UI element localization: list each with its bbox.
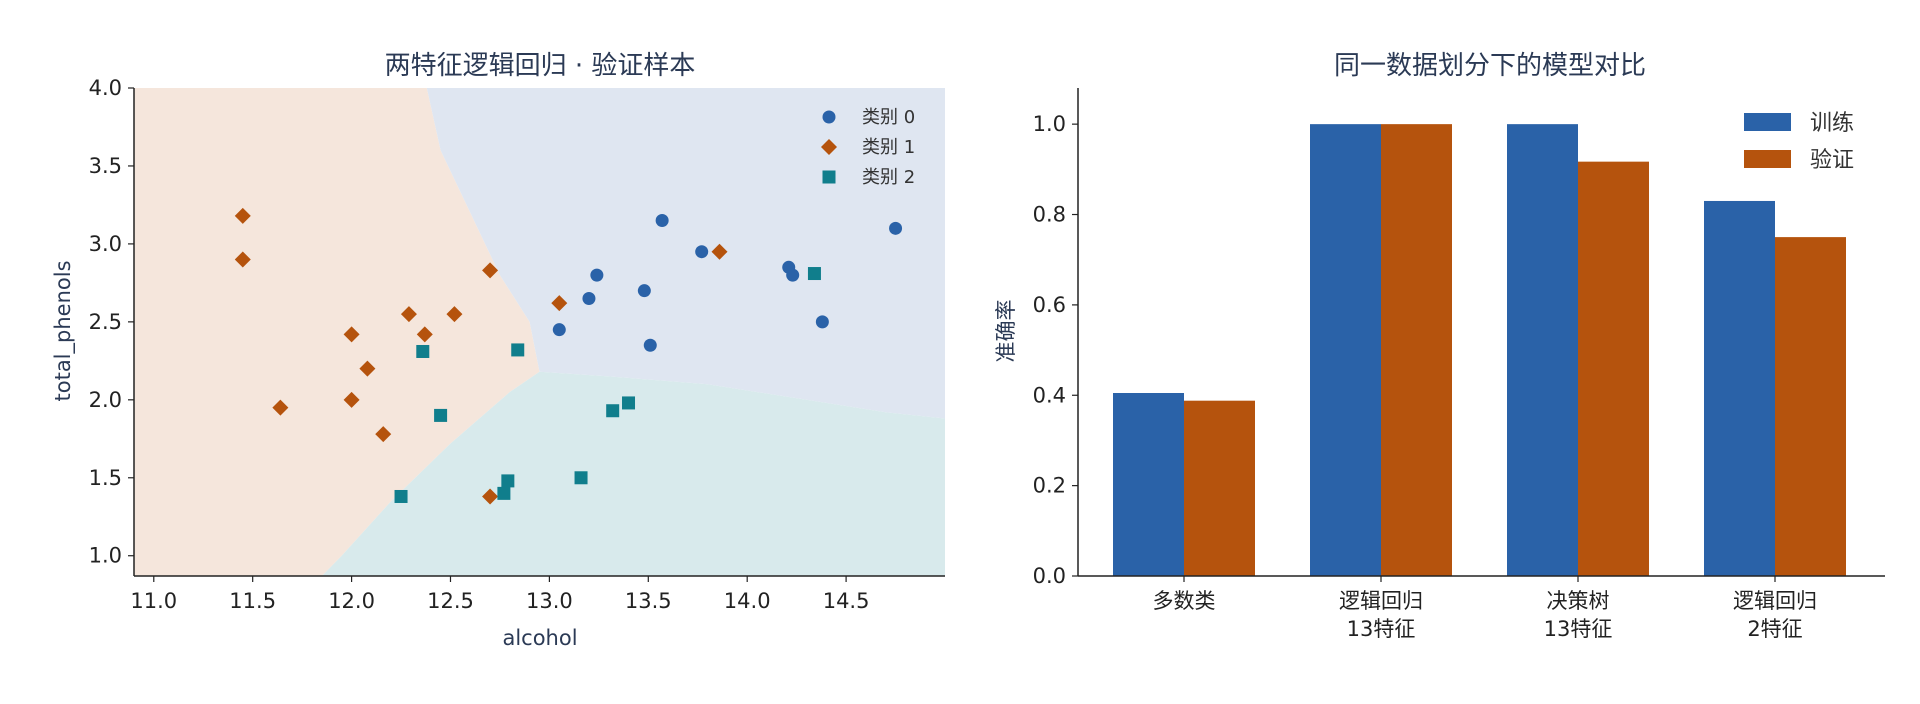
legend-swatch-0 [1744, 113, 1791, 131]
region-class-2 [321, 371, 945, 576]
left-x-tick-label: 14.0 [724, 589, 771, 613]
scatter-point-class-1 [343, 326, 360, 343]
scatter-point-class-2 [807, 267, 821, 281]
scatter-point-class-0 [695, 245, 709, 259]
bar-train-1 [1310, 124, 1381, 577]
left-x-tick-label: 12.5 [427, 589, 474, 613]
right-y-tick-label: 0.4 [1033, 383, 1066, 407]
left-x-tick-label: 11.5 [229, 589, 276, 613]
scatter-point-class-1 [272, 399, 289, 416]
scatter-point-class-2 [574, 471, 588, 485]
region-class-1 [134, 88, 540, 576]
right-y-tick-label: 0.2 [1033, 474, 1066, 498]
right-y-tick-label: 0.8 [1033, 203, 1066, 227]
left-y-tick-label: 4.0 [89, 76, 122, 100]
scatter-point-class-1 [234, 251, 251, 268]
left-y-tick-label: 1.0 [89, 544, 122, 568]
bar-val-3 [1775, 237, 1846, 576]
scatter-point-class-1 [400, 306, 417, 323]
scatter-point-class-0 [786, 268, 800, 282]
left-x-tick-label: 14.5 [823, 589, 870, 613]
right-y-tick-label: 0.0 [1033, 564, 1066, 588]
scatter-point-class-2 [622, 396, 636, 410]
right-x-tick-label: 2特征 [1747, 617, 1802, 641]
left-legend: 类别 0 类别 1 类别 2 [821, 107, 915, 188]
left-x-tick-label: 11.0 [130, 589, 177, 613]
scatter-point-class-2 [606, 404, 620, 418]
scatter-point-class-0 [637, 284, 651, 298]
scatter-point-class-2 [434, 408, 448, 422]
scatter-point-class-0 [552, 323, 566, 337]
right-y-axis-label: 准确率 [994, 300, 1018, 363]
left-y-axis-label: total_phenols [51, 260, 76, 401]
right-x-tick-label: 决策树 [1547, 589, 1610, 613]
bar-train-2 [1507, 124, 1578, 577]
bar-val-1 [1381, 124, 1452, 577]
scatter-point-class-0 [655, 214, 669, 228]
legend-label-class-1: 类别 1 [862, 137, 915, 158]
right-y-tick-label: 0.6 [1033, 293, 1066, 317]
left-y-tick-label: 3.0 [89, 232, 122, 256]
left-points [234, 207, 903, 505]
scatter-point-class-1 [711, 243, 728, 260]
left-y-tick-label: 1.5 [89, 466, 122, 490]
left-x-tick-label: 13.0 [526, 589, 573, 613]
right-x-tick-label: 13特征 [1347, 617, 1416, 641]
scatter-point-class-1 [446, 306, 463, 323]
legend-marker-class-0 [822, 110, 836, 124]
right-y-tick-label: 1.0 [1033, 112, 1066, 136]
left-chart-title: 两特征逻辑回归 · 验证样本 [385, 51, 696, 81]
left-x-axis-label: alcohol [502, 626, 577, 650]
scatter-point-class-1 [375, 426, 392, 443]
right-axes: 0.0 0.2 0.4 0.6 0.8 1.0 多数类 逻辑回归 13特征 决策树 13特征 逻辑回归… [1033, 88, 1885, 641]
legend-label-1: 验证 [1810, 148, 1854, 173]
legend-label-class-0: 类别 0 [862, 107, 915, 128]
scatter-point-class-1 [234, 207, 251, 224]
scatter-point-class-1 [482, 262, 499, 279]
scatter-point-class-0 [590, 268, 604, 282]
legend-marker-class-1 [821, 139, 837, 155]
legend-label-0: 训练 [1810, 111, 1854, 136]
scatter-point-class-0 [815, 315, 829, 329]
scatter-point-class-2 [497, 486, 511, 500]
decision-regions [134, 88, 945, 576]
bar-train-3 [1704, 200, 1775, 577]
scatter-point-class-0 [582, 291, 596, 305]
scatter-point-class-1 [359, 360, 376, 377]
left-axes: 11.0 11.5 12.0 12.5 13.0 13.5 14.0 14.5 1.0 1.5 2.… [89, 76, 945, 613]
left-y-tick-label: 2.0 [89, 388, 122, 412]
right-chart: 同一数据划分下的模型对比 0.0 0.2 0.4 0.6 0.8 1.0 多数类 逻辑回归 13… [994, 51, 1885, 641]
left-x-tick-label: 13.5 [625, 589, 672, 613]
scatter-point-class-0 [889, 221, 903, 235]
scatter-point-class-1 [551, 295, 568, 312]
legend-marker-class-2 [822, 170, 836, 184]
right-x-tick-label: 逻辑回归 [1733, 589, 1817, 613]
scatter-point-class-1 [482, 488, 499, 505]
scatter-point-class-0 [643, 338, 657, 352]
scatter-point-class-2 [501, 474, 515, 488]
left-y-tick-label: 3.5 [89, 154, 122, 178]
bar-val-0 [1184, 400, 1255, 576]
bar-val-2 [1578, 161, 1649, 576]
right-x-tick-label: 多数类 [1153, 589, 1216, 613]
right-bars [1113, 124, 1846, 577]
left-x-tick-label: 12.0 [328, 589, 375, 613]
right-x-tick-label: 逻辑回归 [1339, 589, 1423, 613]
left-chart: 两特征逻辑回归 · 验证样本 11.0 11.5 12.0 12.5 13.0 13.5 1… [51, 51, 945, 650]
scatter-point-class-1 [416, 326, 433, 343]
region-class-0 [426, 88, 945, 419]
left-y-tick-label: 2.5 [89, 310, 122, 334]
bar-train-0 [1113, 393, 1184, 576]
right-chart-title: 同一数据划分下的模型对比 [1334, 51, 1646, 81]
scatter-point-class-1 [343, 391, 360, 408]
legend-swatch-1 [1744, 150, 1791, 168]
scatter-point-class-2 [394, 489, 408, 503]
scatter-point-class-2 [416, 344, 430, 358]
scatter-point-class-2 [511, 343, 525, 357]
right-x-tick-label: 13特征 [1544, 617, 1613, 641]
legend-label-class-2: 类别 2 [862, 167, 915, 188]
